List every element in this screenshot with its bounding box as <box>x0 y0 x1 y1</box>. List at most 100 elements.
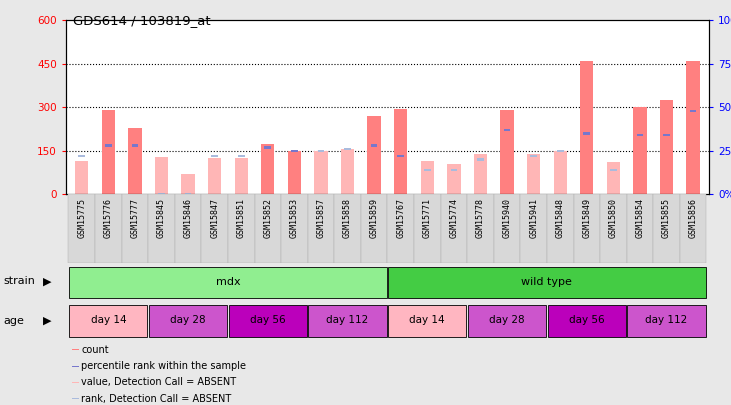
Text: GSM15850: GSM15850 <box>609 198 618 238</box>
Text: GSM15852: GSM15852 <box>263 198 273 238</box>
Bar <box>574 194 600 263</box>
Bar <box>308 305 387 337</box>
Bar <box>344 148 351 150</box>
Bar <box>530 155 537 157</box>
Text: day 56: day 56 <box>569 315 605 325</box>
Text: GSM15775: GSM15775 <box>77 198 86 238</box>
Bar <box>388 266 705 298</box>
Bar <box>361 194 387 263</box>
Text: GSM15859: GSM15859 <box>370 198 379 238</box>
Text: strain: strain <box>4 277 36 286</box>
Bar <box>181 174 194 194</box>
Bar <box>261 144 274 194</box>
Bar <box>149 305 227 337</box>
Text: percentile rank within the sample: percentile rank within the sample <box>81 361 246 371</box>
Text: GSM15774: GSM15774 <box>450 198 458 238</box>
Bar <box>520 194 547 263</box>
Bar <box>121 194 148 263</box>
Bar <box>474 154 487 194</box>
Bar <box>580 61 594 194</box>
Bar <box>229 305 307 337</box>
Bar <box>78 155 85 157</box>
Text: GSM15857: GSM15857 <box>317 198 325 238</box>
Bar <box>341 149 355 194</box>
Bar <box>308 194 334 263</box>
Text: ▶: ▶ <box>42 316 51 326</box>
Text: GSM15847: GSM15847 <box>210 198 219 238</box>
Bar <box>493 194 520 263</box>
Text: GSM15853: GSM15853 <box>290 198 299 238</box>
Bar <box>265 146 271 149</box>
Bar <box>441 194 467 263</box>
Bar <box>228 194 254 263</box>
Bar <box>235 158 248 194</box>
Bar <box>72 366 79 367</box>
Bar <box>95 194 121 263</box>
Text: GSM15776: GSM15776 <box>104 198 113 238</box>
Bar <box>72 398 79 399</box>
Bar <box>185 193 192 196</box>
Bar <box>626 194 654 263</box>
Text: GSM15856: GSM15856 <box>689 198 697 238</box>
Bar <box>69 305 148 337</box>
Text: value, Detection Call = ABSENT: value, Detection Call = ABSENT <box>81 377 237 388</box>
Text: GSM15855: GSM15855 <box>662 198 671 238</box>
Text: GSM15771: GSM15771 <box>423 198 432 238</box>
Bar <box>288 151 301 194</box>
Text: GSM15849: GSM15849 <box>583 198 591 238</box>
Bar <box>557 150 564 152</box>
Bar <box>583 132 590 134</box>
Bar <box>547 194 574 263</box>
Text: day 28: day 28 <box>489 315 525 325</box>
Bar <box>686 61 700 194</box>
Text: GSM15767: GSM15767 <box>396 198 405 238</box>
Bar <box>238 155 245 157</box>
Bar <box>420 161 434 194</box>
Bar <box>291 150 298 152</box>
Bar <box>654 194 680 263</box>
Text: day 14: day 14 <box>409 315 445 325</box>
Bar <box>72 382 79 383</box>
Bar <box>548 305 626 337</box>
Bar <box>128 128 142 194</box>
Bar <box>158 193 164 196</box>
Bar <box>690 110 697 112</box>
Bar <box>414 194 441 263</box>
Bar <box>318 150 325 152</box>
Bar <box>371 145 377 147</box>
Text: day 112: day 112 <box>645 315 688 325</box>
Text: GSM15854: GSM15854 <box>635 198 645 238</box>
Text: count: count <box>81 345 109 355</box>
Text: day 14: day 14 <box>91 315 126 325</box>
Bar <box>450 169 457 171</box>
Text: GSM15777: GSM15777 <box>130 198 140 238</box>
Text: GDS614 / 103819_at: GDS614 / 103819_at <box>73 14 211 27</box>
Bar <box>102 110 115 194</box>
Text: GSM15851: GSM15851 <box>237 198 246 238</box>
Text: wild type: wild type <box>521 277 572 287</box>
Text: GSM15858: GSM15858 <box>343 198 352 238</box>
Bar <box>394 109 407 194</box>
Bar <box>368 116 381 194</box>
Text: age: age <box>4 316 25 326</box>
Text: day 28: day 28 <box>170 315 206 325</box>
Bar <box>334 194 361 263</box>
Bar <box>175 194 201 263</box>
Bar <box>314 151 327 194</box>
Bar <box>155 157 168 194</box>
Bar <box>281 194 308 263</box>
Bar <box>501 110 514 194</box>
Text: mdx: mdx <box>216 277 240 287</box>
Text: ▶: ▶ <box>42 277 51 286</box>
Bar <box>637 134 643 136</box>
Text: GSM15778: GSM15778 <box>476 198 485 238</box>
Text: GSM15848: GSM15848 <box>556 198 565 238</box>
Bar <box>424 169 431 171</box>
Text: GSM15941: GSM15941 <box>529 198 538 238</box>
Text: GSM15940: GSM15940 <box>502 198 512 238</box>
Bar <box>75 161 88 194</box>
Bar <box>69 266 387 298</box>
Bar <box>467 194 493 263</box>
Bar <box>447 164 461 194</box>
Bar <box>600 194 626 263</box>
